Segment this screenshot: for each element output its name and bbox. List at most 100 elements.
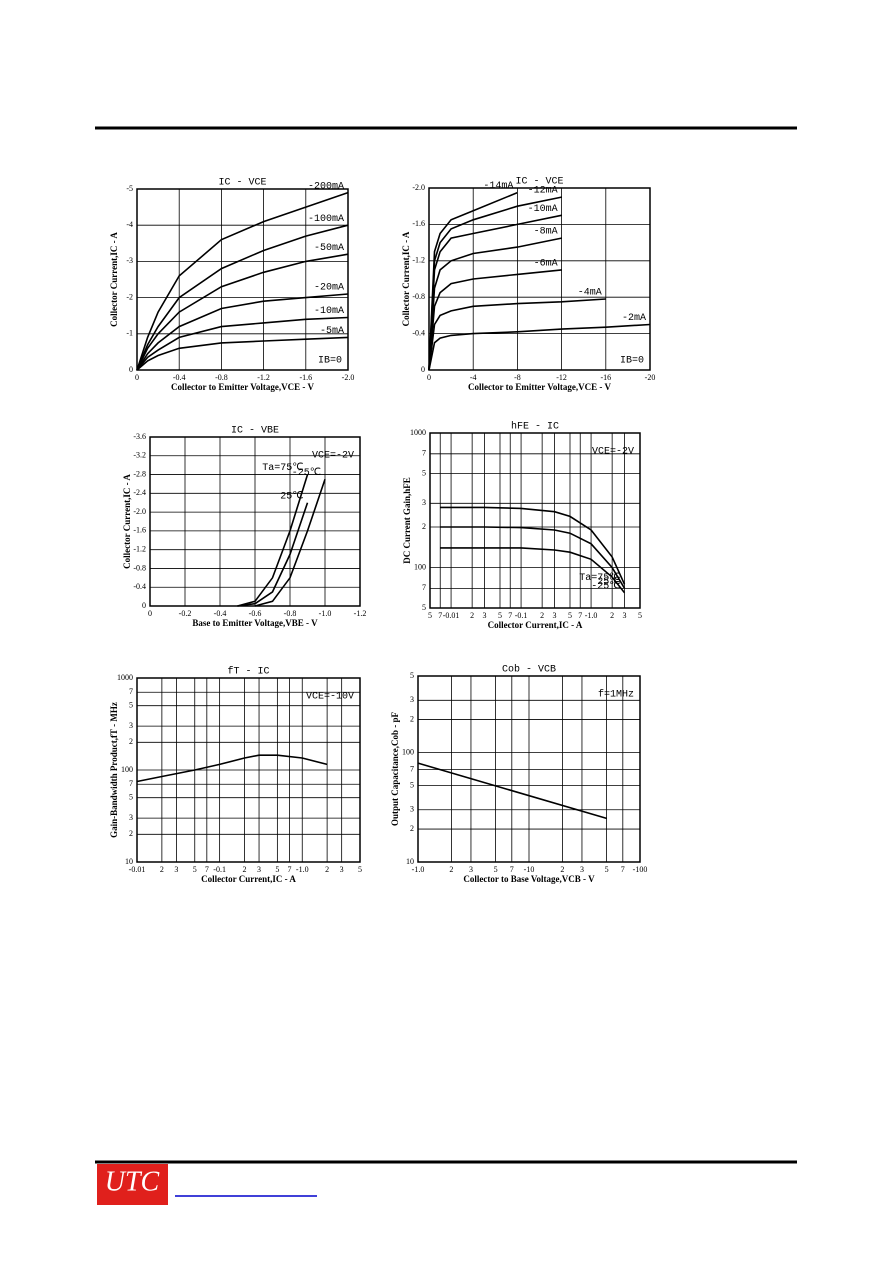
curve — [428, 323, 651, 371]
curve — [428, 237, 562, 371]
curve — [237, 474, 309, 607]
x-tick-label: 5 — [494, 865, 498, 874]
curve-label: Ta=75℃ — [579, 573, 620, 584]
curve — [136, 754, 328, 783]
x-axis-label: Base to Emitter Voltage,VBE - V — [192, 618, 318, 628]
x-tick-label: -0.1 — [213, 865, 226, 874]
x-tick-label: 5 — [358, 865, 362, 874]
y-tick-label: -1.2 — [412, 256, 425, 265]
annotation: IB=0 — [620, 356, 644, 367]
annotation: VCE=-2V — [592, 447, 634, 458]
curve — [237, 502, 309, 607]
x-tick-label: -1.0 — [585, 611, 598, 620]
x-tick-label: -4 — [470, 373, 477, 382]
x-tick-label: 7 — [287, 865, 291, 874]
y-tick-label: 100 — [121, 765, 133, 774]
x-tick-label: -0.01 — [443, 611, 460, 620]
x-tick-label: 3 — [482, 611, 486, 620]
chart-title: IC - VCE — [515, 177, 563, 188]
y-tick-label: 2 — [129, 737, 133, 746]
x-tick-label: 5 — [638, 611, 642, 620]
curve — [440, 506, 626, 585]
curve-label: -10mA — [528, 204, 558, 215]
y-tick-label: 7 — [422, 449, 426, 458]
y-axis-label: Gain-Bandwidth Product,fT - MHz — [109, 702, 119, 838]
curve-label: -50mA — [314, 243, 344, 254]
x-tick-label: -1.0 — [412, 865, 425, 874]
y-tick-label: -2.8 — [133, 469, 146, 478]
y-tick-label: 100 — [414, 562, 426, 571]
y-tick-label: 3 — [129, 813, 133, 822]
y-tick-label: 5 — [422, 468, 426, 477]
y-tick-label: -1 — [126, 329, 133, 338]
x-tick-label: 3 — [622, 611, 626, 620]
chart-title: IC - VCE — [218, 178, 266, 189]
annotation: f=1MHz — [598, 689, 634, 701]
y-tick-label: -2 — [126, 292, 133, 301]
x-axis-label: Collector to Emitter Voltage,VCE - V — [468, 382, 611, 392]
curve-label: -200mA — [308, 181, 344, 192]
x-tick-label: 3 — [469, 865, 473, 874]
y-tick-label: -1.2 — [133, 544, 146, 553]
y-tick-label: -3.6 — [133, 432, 146, 441]
y-tick-label: 0 — [421, 365, 425, 374]
x-tick-label: 5 — [275, 865, 279, 874]
y-tick-label: -2.4 — [133, 488, 146, 497]
y-tick-label: -0.4 — [412, 328, 425, 337]
annotation: VCE=-2V — [312, 451, 354, 462]
y-axis-label: DC Current Gain,hFE — [402, 477, 412, 564]
x-tick-label: 3 — [174, 865, 178, 874]
x-tick-label: -20 — [645, 373, 656, 382]
x-tick-label: 2 — [325, 865, 329, 874]
y-tick-label: 2 — [129, 829, 133, 838]
y-tick-label: -1.6 — [133, 526, 146, 535]
curve — [136, 253, 349, 371]
x-tick-label: 3 — [340, 865, 344, 874]
y-tick-label: 7 — [129, 779, 133, 788]
x-tick-label: -1.0 — [319, 609, 332, 618]
y-tick-label: 10 — [406, 857, 414, 866]
x-tick-label: -2.0 — [342, 373, 355, 382]
x-tick-label: 7 — [205, 865, 209, 874]
x-tick-label: -0.01 — [129, 865, 146, 874]
x-tick-label: 2 — [242, 865, 246, 874]
curve — [428, 196, 562, 371]
curve — [136, 293, 349, 371]
y-axis-label: Collector Current,IC - A — [109, 232, 119, 327]
y-tick-label: 2 — [422, 522, 426, 531]
curve-label: -20mA — [314, 283, 344, 294]
y-axis-label: Output Capacitance,Cob - pF — [390, 711, 400, 826]
x-tick-label: 3 — [552, 611, 556, 620]
chart-title: IC - VBE — [231, 426, 279, 437]
x-tick-label: 7 — [438, 611, 442, 620]
x-tick-label: -1.2 — [257, 373, 270, 382]
curve-label: -2mA — [622, 313, 646, 324]
x-tick-label: 3 — [257, 865, 261, 874]
y-tick-label: 7 — [129, 687, 133, 696]
y-tick-label: -4 — [126, 220, 133, 229]
y-tick-label: 1000 — [410, 428, 426, 437]
x-tick-label: -16 — [600, 373, 611, 382]
y-tick-label: -0.4 — [133, 582, 146, 591]
curve-label: -6mA — [534, 259, 558, 270]
chart-title: hFE - IC — [511, 421, 559, 433]
y-tick-label: 7 — [410, 764, 414, 773]
curve — [136, 336, 349, 371]
x-tick-label: -12 — [556, 373, 567, 382]
y-tick-label: 100 — [402, 747, 414, 756]
curve-label: -25℃ — [292, 468, 321, 479]
curve — [136, 191, 349, 371]
y-tick-label: 7 — [422, 583, 426, 592]
x-axis-label: Collector Current,IC - A — [201, 874, 296, 884]
x-tick-label: 2 — [160, 865, 164, 874]
curve-label: 25℃ — [597, 577, 620, 588]
curve-label: -25℃ — [591, 581, 620, 592]
y-tick-label: -3 — [126, 256, 133, 265]
x-tick-label: -0.6 — [249, 609, 262, 618]
y-tick-label: 5 — [129, 793, 133, 802]
y-tick-label: 3 — [410, 805, 414, 814]
y-axis-label: Collector Current,IC - A — [122, 474, 132, 569]
x-tick-label: -10 — [524, 865, 535, 874]
curve — [428, 214, 562, 371]
y-tick-label: -5 — [126, 184, 133, 193]
